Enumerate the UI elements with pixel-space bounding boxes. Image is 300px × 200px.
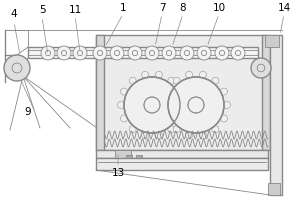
Bar: [96, 35, 104, 150]
Circle shape: [110, 46, 124, 60]
Circle shape: [155, 132, 162, 139]
Circle shape: [180, 46, 194, 60]
Circle shape: [57, 46, 71, 60]
Bar: [262, 35, 270, 150]
Bar: [115, 150, 131, 160]
Circle shape: [161, 102, 169, 108]
Circle shape: [162, 46, 176, 60]
Circle shape: [179, 102, 187, 108]
Circle shape: [155, 71, 162, 78]
Circle shape: [224, 102, 230, 108]
Circle shape: [165, 115, 172, 122]
Text: 1: 1: [120, 3, 126, 13]
Circle shape: [124, 77, 180, 133]
Circle shape: [197, 46, 211, 60]
Text: 14: 14: [278, 3, 291, 13]
Circle shape: [142, 132, 148, 139]
Circle shape: [73, 46, 87, 60]
Bar: [96, 35, 268, 150]
Text: 8: 8: [180, 3, 186, 13]
Circle shape: [231, 46, 245, 60]
Circle shape: [165, 88, 172, 95]
Circle shape: [168, 126, 175, 133]
Text: 4: 4: [11, 9, 17, 19]
Circle shape: [145, 46, 159, 60]
Circle shape: [4, 55, 30, 81]
Bar: [96, 150, 268, 158]
Bar: [126, 155, 132, 161]
Circle shape: [173, 126, 180, 133]
Circle shape: [142, 71, 148, 78]
Bar: [270, 35, 282, 195]
Text: 9: 9: [25, 107, 31, 117]
Circle shape: [121, 115, 128, 122]
Circle shape: [176, 115, 183, 122]
Bar: [265, 35, 279, 47]
Bar: [28, 47, 258, 58]
Circle shape: [168, 77, 224, 133]
Circle shape: [41, 46, 55, 60]
Circle shape: [200, 132, 206, 139]
Bar: [268, 183, 280, 195]
Circle shape: [200, 71, 206, 78]
Circle shape: [176, 88, 183, 95]
Circle shape: [186, 132, 193, 139]
Text: 5: 5: [39, 5, 45, 15]
Text: 7: 7: [159, 3, 165, 13]
Circle shape: [128, 46, 142, 60]
Text: 10: 10: [212, 3, 226, 13]
Circle shape: [118, 102, 124, 108]
Bar: [136, 155, 142, 161]
Circle shape: [186, 71, 193, 78]
Circle shape: [129, 77, 136, 84]
Text: 13: 13: [111, 168, 124, 178]
Bar: [96, 158, 268, 170]
Circle shape: [173, 77, 180, 84]
Circle shape: [215, 46, 229, 60]
Circle shape: [220, 88, 227, 95]
Circle shape: [129, 126, 136, 133]
Circle shape: [212, 77, 219, 84]
Circle shape: [168, 77, 175, 84]
Text: 11: 11: [68, 5, 82, 15]
Circle shape: [121, 88, 128, 95]
Circle shape: [93, 46, 107, 60]
Circle shape: [220, 115, 227, 122]
Circle shape: [251, 58, 271, 78]
Circle shape: [212, 126, 219, 133]
